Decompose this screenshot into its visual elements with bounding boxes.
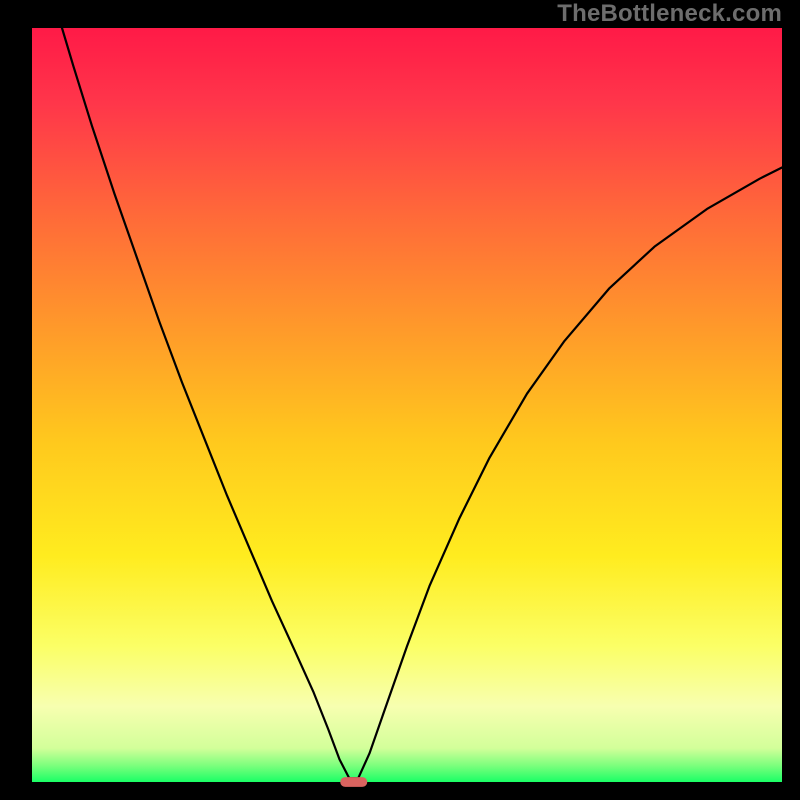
optimum-marker bbox=[340, 777, 367, 787]
chart-frame: { "meta": { "watermark_text": "TheBottle… bbox=[0, 0, 800, 800]
bottleneck-chart bbox=[0, 0, 800, 800]
watermark-text: TheBottleneck.com bbox=[557, 0, 782, 28]
plot-background bbox=[32, 28, 782, 782]
